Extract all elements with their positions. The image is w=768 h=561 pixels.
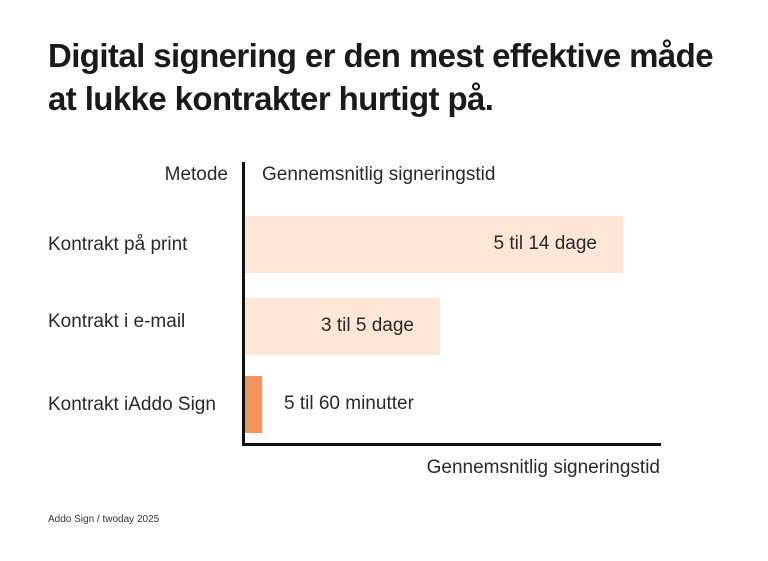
bar-data-label: 5 til 60 minutter (284, 392, 414, 414)
column-header-time: Gennemsnitlig signeringstid (262, 164, 496, 185)
category-label: Kontrakt i e-mail (48, 311, 186, 332)
bar (245, 298, 440, 355)
chart-title: Digital signering er den mest effektive … (48, 37, 714, 117)
category-label: Kontrakt på print (48, 234, 188, 255)
x-axis-label: Gennemsnitlig signeringstid (426, 457, 660, 478)
y-axis-line (242, 162, 245, 446)
bar (245, 216, 623, 273)
bar-data-label: 5 til 14 dage (493, 232, 597, 254)
x-axis-line (242, 443, 661, 446)
bar (245, 376, 262, 433)
column-header-method: Metode (164, 164, 228, 185)
bar-data-label: 3 til 5 dage (321, 314, 414, 336)
source-note: Addo Sign / twoday 2025 (48, 514, 160, 525)
category-label: Kontrakt iAddo Sign (48, 394, 216, 415)
